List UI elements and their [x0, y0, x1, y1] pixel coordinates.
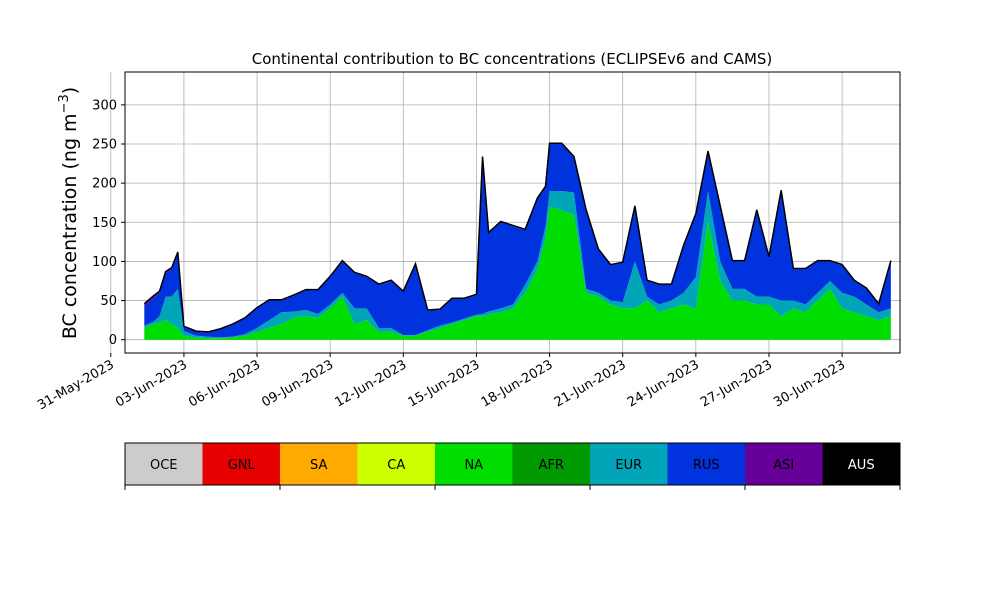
- colorbar-swatch-asi: [745, 443, 823, 485]
- y-tick-label: 300: [92, 98, 117, 113]
- colorbar-label-asi: ASI: [773, 458, 794, 473]
- y-axis-label: BC concentration (ng m−3): [57, 87, 81, 339]
- colorbar-swatch-sa: [280, 443, 358, 485]
- colorbar-swatch-oce: [125, 443, 203, 485]
- plot-frame: [124, 71, 901, 354]
- region-colorbar: OCE GNL SA CA NA AFR EUR RUS ASI AUS: [124, 442, 901, 490]
- y-tick-label: 250: [92, 138, 117, 153]
- area-series-eur: [144, 190, 891, 339]
- colorbar-swatch-eur: [590, 443, 668, 485]
- y-tick-label: 100: [92, 255, 117, 270]
- colorbar-label-na: NA: [464, 458, 483, 473]
- colorbar-frame: [124, 442, 901, 486]
- colorbar-label-gnl: GNL: [228, 458, 256, 473]
- colorbar-swatch-rus: [667, 443, 745, 485]
- total-outline: [143, 142, 892, 333]
- y-tick-label: 0: [109, 333, 117, 348]
- total-line: [143, 142, 892, 333]
- y-tick-label: 150: [92, 216, 117, 231]
- colorbar-swatch-gnl: [202, 443, 280, 485]
- colorbar-swatch-ca: [357, 443, 435, 485]
- y-axis-label-superscript: −3: [57, 94, 72, 113]
- colorbar-label-oce: OCE: [150, 458, 178, 473]
- y-tick-label: 50: [100, 294, 117, 309]
- colorbar-label-rus: RUS: [693, 458, 720, 473]
- chart-title: Continental contribution to BC concentra…: [252, 50, 773, 68]
- colorbar-swatch-na: [435, 443, 513, 485]
- y-tick-label: 200: [92, 177, 117, 192]
- y-axis: 0 50 100 150 200 250 300: [92, 98, 125, 348]
- colorbar-label-sa: SA: [310, 458, 327, 473]
- stacked-areas: [144, 143, 891, 340]
- area-series-na: [144, 206, 891, 340]
- colorbar-swatch-aus: [822, 443, 900, 485]
- colorbar-label-eur: EUR: [615, 458, 642, 473]
- y-axis-label-end: ): [59, 87, 81, 94]
- area-series-rus: [144, 144, 891, 338]
- colorbar-label-ca: CA: [387, 458, 405, 473]
- colorbar-swatch-afr: [512, 443, 590, 485]
- colorbar-label-aus: AUS: [848, 458, 875, 473]
- colorbar-label-afr: AFR: [539, 458, 564, 473]
- y-axis-label-text: BC concentration (ng m: [59, 113, 81, 339]
